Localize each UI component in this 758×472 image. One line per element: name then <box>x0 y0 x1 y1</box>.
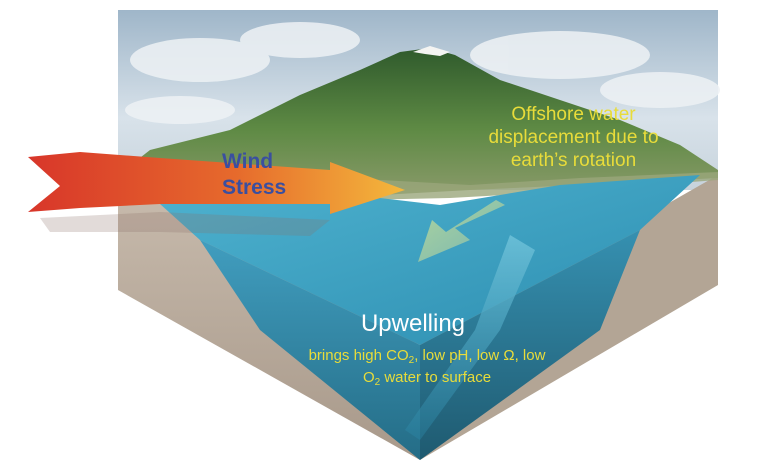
upwelling-title: Upwelling <box>360 310 466 337</box>
desc-part2: , low pH, low Ω, low <box>414 347 546 364</box>
desc-sub1: 2 <box>408 355 415 366</box>
clouds <box>125 22 720 124</box>
ocean-right-face <box>420 230 640 460</box>
ocean-surface <box>150 175 700 345</box>
desc-o-letter: O <box>362 369 375 386</box>
wind-label-line2: Stress <box>222 176 287 199</box>
snow-cap <box>413 46 450 56</box>
wind-stress-label: Wind Stress <box>222 149 302 201</box>
desc-sub2: 2 <box>374 377 381 388</box>
upwelling-description: brings high CO2, low pH, low Ω, low O2 w… <box>258 345 596 389</box>
offshore-line2: displacement due to <box>488 127 659 148</box>
offshore-line3: earth’s rotation <box>510 150 637 171</box>
upwelling-flow <box>405 235 535 440</box>
offshore-line1: Offshore water <box>511 104 636 125</box>
offshore-arrow <box>418 200 505 262</box>
wind-arrow-shadow <box>40 212 330 236</box>
desc-part3: water to surface <box>380 369 492 386</box>
wind-label-line1: Wind <box>222 150 274 173</box>
mountain <box>118 48 718 195</box>
offshore-displacement-label: Offshore water displacement due to earth… <box>456 103 691 172</box>
wind-stress-arrow <box>28 152 405 214</box>
ocean-left-face <box>200 240 420 460</box>
desc-part1: brings high CO <box>308 347 409 364</box>
